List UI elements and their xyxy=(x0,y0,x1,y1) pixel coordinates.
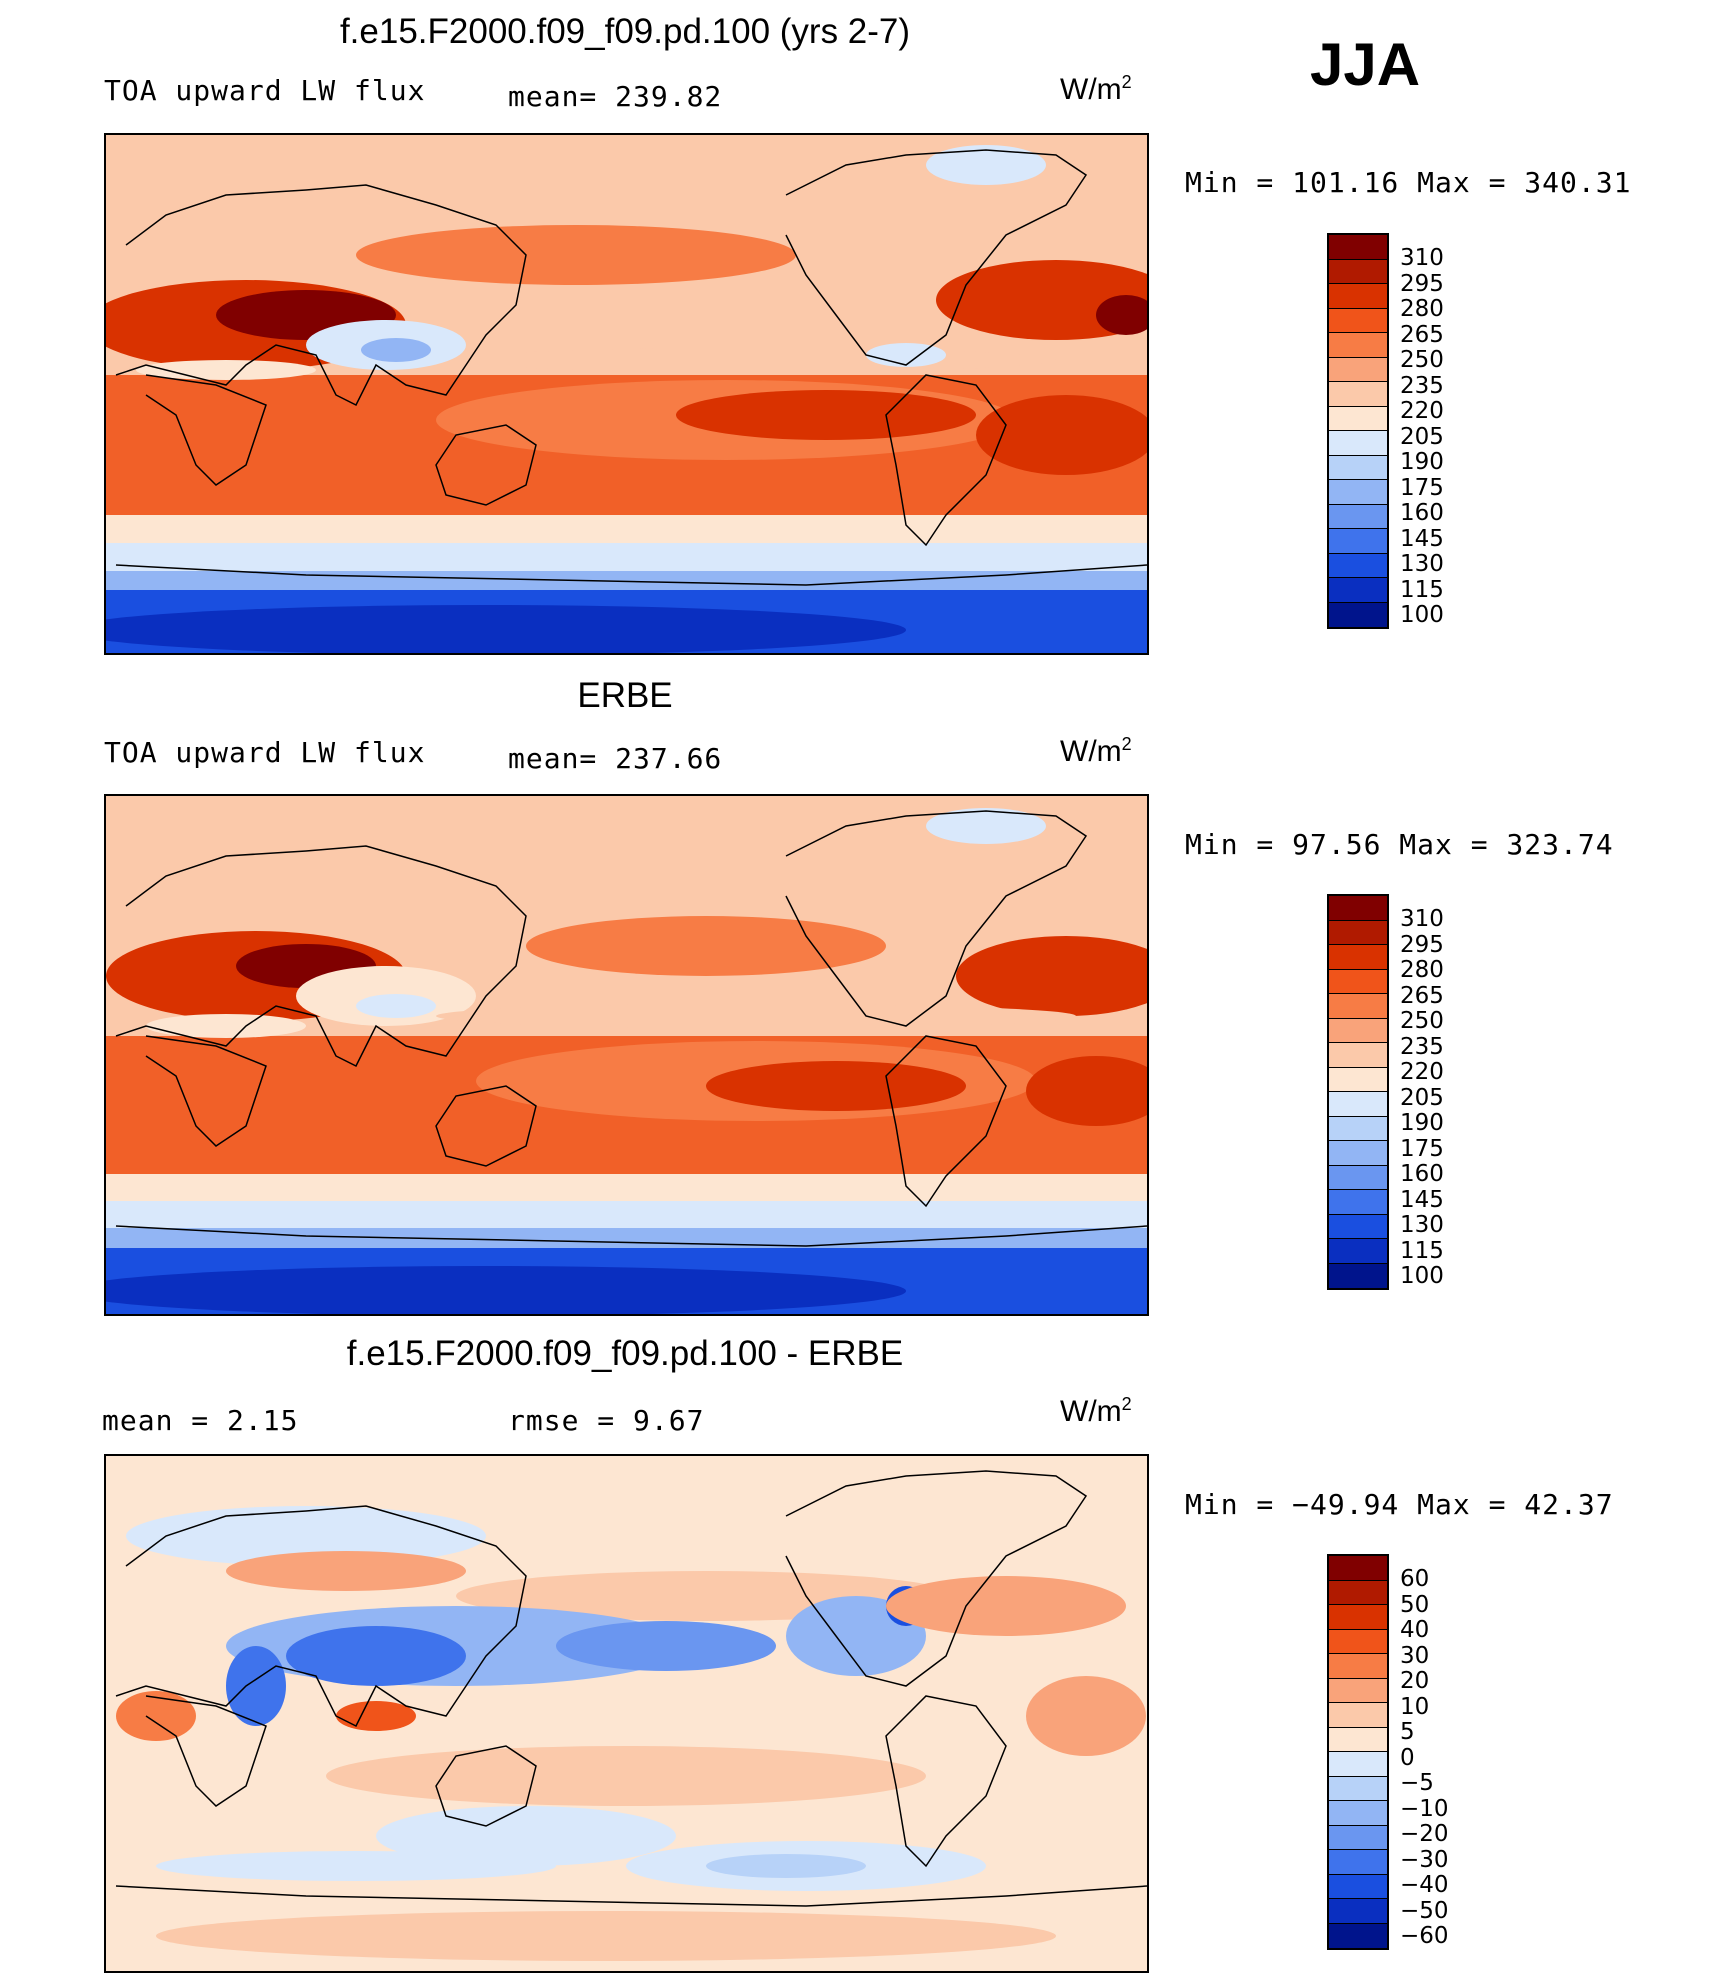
panel1-cb-label: 160 xyxy=(1400,500,1444,526)
panel3-cb-label: −10 xyxy=(1400,1795,1449,1822)
panel1-cb-label: 295 xyxy=(1400,270,1444,297)
panel2-minmax: Min = 97.56 Max = 323.74 xyxy=(1185,828,1614,861)
panel2-cb-label: 220 xyxy=(1400,1059,1444,1085)
panel1-minmax: Min = 101.16 Max = 340.31 xyxy=(1185,166,1632,199)
panel1-cb-label: 250 xyxy=(1400,347,1444,373)
panel2-units: W/m2 xyxy=(1060,734,1132,768)
panel2-cb-label: 115 xyxy=(1400,1237,1444,1264)
panel2-cb-label: 100 xyxy=(1400,1263,1444,1289)
panel1-mean-label: mean= 239.82 xyxy=(508,80,723,113)
panel3-cb-label: 0 xyxy=(1400,1744,1415,1771)
panel2-cb-label: 310 xyxy=(1400,906,1444,932)
panel2-cb-label: 145 xyxy=(1400,1186,1444,1213)
panel1-colorbar-labels: 310 295 280 265 250 235 220 205 190 175 … xyxy=(1400,245,1444,629)
panel3-cb-label: 50 xyxy=(1400,1591,1430,1618)
panel1-cb-label: 310 xyxy=(1400,245,1444,271)
panel2-colorbar xyxy=(1327,894,1389,1290)
panel3-title: f.e15.F2000.f09_f09.pd.100 - ERBE xyxy=(346,1334,904,1373)
panel1-cb-label: 115 xyxy=(1400,576,1444,603)
panel1-cb-label: 175 xyxy=(1400,474,1444,501)
panel2-title: ERBE xyxy=(577,676,673,715)
season-label: JJA xyxy=(1310,31,1421,98)
panel2-map-field xyxy=(106,796,1147,1314)
panel1-title: f.e15.F2000.f09_f09.pd.100 (yrs 2-7) xyxy=(339,12,911,51)
panel3-cb-label: −20 xyxy=(1400,1821,1449,1847)
panel2-cb-label: 190 xyxy=(1400,1110,1444,1136)
panel3-cb-label: 30 xyxy=(1400,1642,1430,1669)
panel2-cb-label: 235 xyxy=(1400,1033,1444,1060)
panel3-cb-label: −40 xyxy=(1400,1872,1449,1898)
panel2-variable-label: TOA upward LW flux xyxy=(104,736,426,769)
panel2-cb-label: 295 xyxy=(1400,931,1444,958)
panel1-cb-label: 280 xyxy=(1400,296,1444,322)
panel1-units: W/m2 xyxy=(1060,72,1132,106)
panel1-map-field xyxy=(106,135,1147,653)
panel3-cb-label: −5 xyxy=(1400,1770,1434,1796)
panel2-cb-label: 265 xyxy=(1400,982,1444,1009)
panel1-cb-label: 130 xyxy=(1400,551,1444,577)
panel3-cb-label: 10 xyxy=(1400,1693,1430,1720)
panel1-cb-label: 220 xyxy=(1400,398,1444,424)
panel2-mean-label: mean= 237.66 xyxy=(508,742,723,775)
panel3-units: W/m2 xyxy=(1060,1394,1132,1428)
panel2-colorbar-labels: 310 295 280 265 250 235 220 205 190 175 … xyxy=(1400,906,1444,1290)
panel3-cb-label: 60 xyxy=(1400,1566,1430,1592)
panel1-variable-label: TOA upward LW flux xyxy=(104,74,426,107)
panel1-cb-label: 190 xyxy=(1400,449,1444,475)
panel1-cb-label: 235 xyxy=(1400,372,1444,399)
panel3-rmse-label: rmse = 9.67 xyxy=(508,1404,705,1437)
panel2-cb-label: 250 xyxy=(1400,1008,1444,1034)
panel2-map xyxy=(104,794,1149,1316)
panel3-map-field xyxy=(106,1456,1147,1971)
panel3-cb-label: 20 xyxy=(1400,1668,1430,1694)
panel3-cb-label: −50 xyxy=(1400,1897,1449,1924)
panel3-cb-label: −30 xyxy=(1400,1846,1449,1873)
panel3-minmax: Min = −49.94 Max = 42.37 xyxy=(1185,1488,1614,1521)
panel3-map xyxy=(104,1454,1149,1973)
panel2-cb-label: 175 xyxy=(1400,1135,1444,1162)
panel2-cb-label: 130 xyxy=(1400,1212,1444,1238)
panel3-cb-label: 40 xyxy=(1400,1617,1430,1643)
panel2-cb-label: 280 xyxy=(1400,957,1444,983)
panel1-cb-label: 265 xyxy=(1400,321,1444,348)
panel2-cb-label: 205 xyxy=(1400,1084,1444,1111)
panel3-cb-label: −60 xyxy=(1400,1923,1449,1949)
panel3-colorbar-labels: 60 50 40 30 20 10 5 0 −5 −10 −20 −30 −40… xyxy=(1400,1566,1449,1950)
panel1-cb-label: 145 xyxy=(1400,525,1444,552)
panel2-cb-label: 160 xyxy=(1400,1161,1444,1187)
panel1-colorbar xyxy=(1327,233,1389,629)
panel3-cb-label: 5 xyxy=(1400,1719,1415,1745)
panel1-cb-label: 205 xyxy=(1400,423,1444,450)
panel3-mean-label: mean = 2.15 xyxy=(102,1404,299,1437)
panel1-map xyxy=(104,133,1149,655)
panel3-colorbar xyxy=(1327,1554,1389,1950)
panel1-cb-label: 100 xyxy=(1400,602,1444,628)
